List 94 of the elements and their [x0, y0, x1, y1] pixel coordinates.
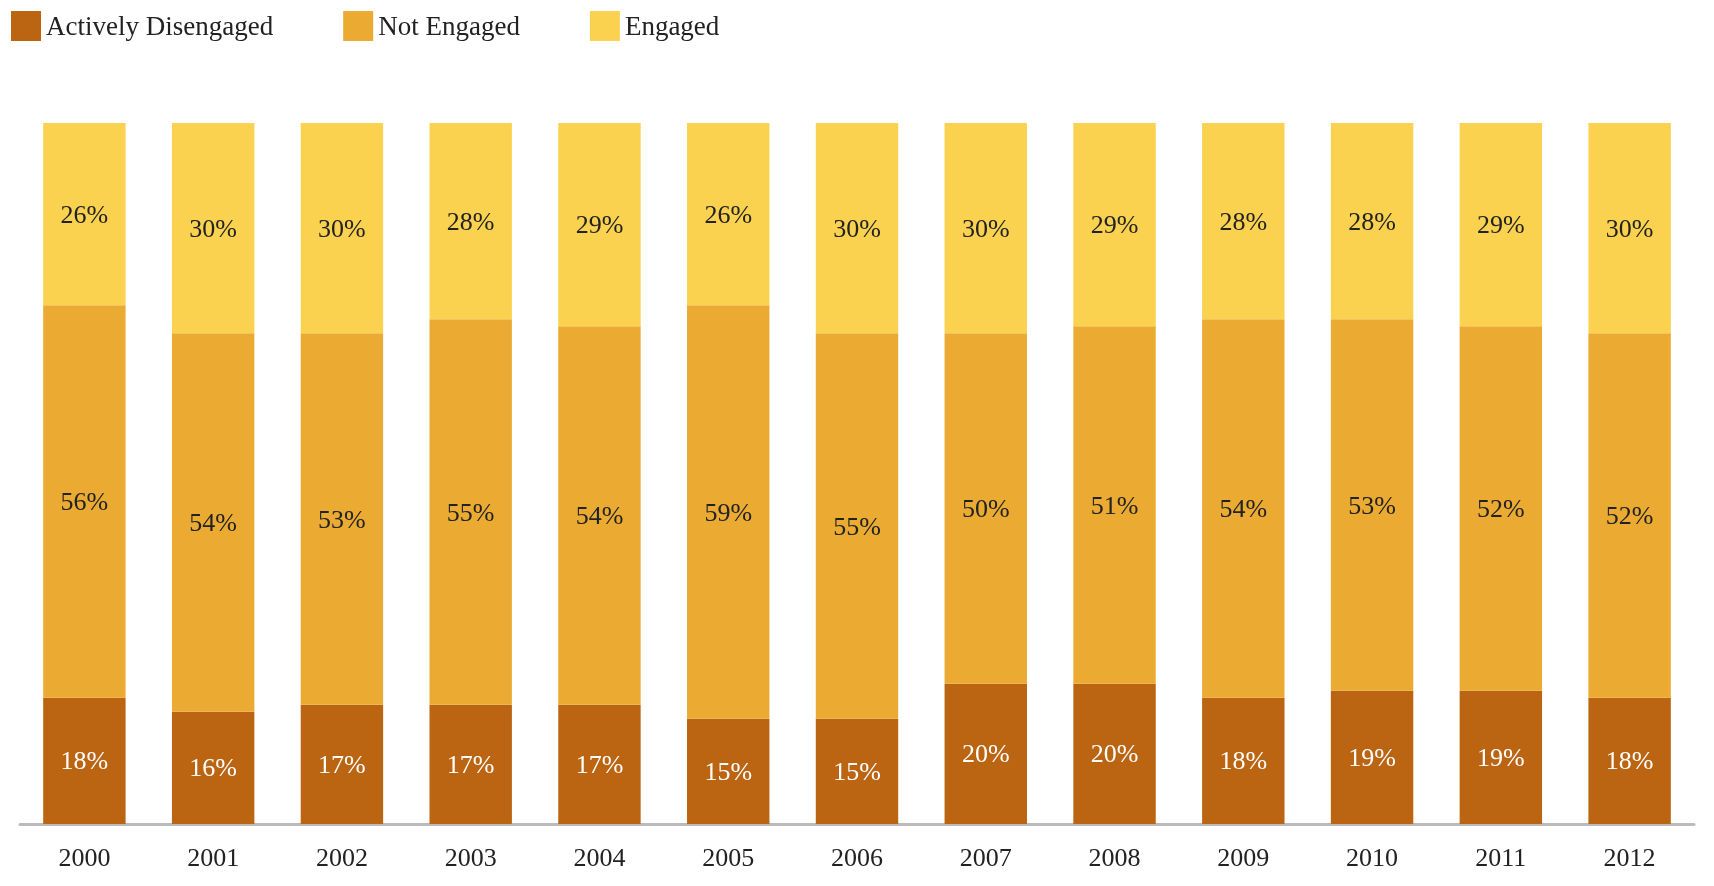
x-tick-label: 2006: [831, 842, 883, 872]
data-label: 29%: [1090, 210, 1139, 240]
data-label: 28%: [1219, 206, 1268, 236]
bar: [171, 123, 255, 334]
bar: [944, 683, 1027, 824]
x-tick-label: 2003: [444, 842, 497, 872]
data-label: 30%: [961, 213, 1010, 243]
data-label: 55%: [833, 511, 881, 541]
x-tick-label: 2009: [1217, 842, 1270, 872]
bar: [1330, 690, 1414, 824]
bar: [1073, 123, 1156, 327]
bar: [300, 704, 384, 824]
x-tick-label: 2007: [959, 842, 1012, 872]
data-label: 19%: [1477, 742, 1525, 772]
bar: [1073, 326, 1156, 684]
bar: [43, 123, 126, 306]
bar: [558, 326, 641, 705]
bar: [1459, 123, 1543, 327]
legend-label: Not Engaged: [378, 11, 521, 41]
data-label: 52%: [1605, 501, 1654, 531]
data-label: 16%: [189, 753, 237, 783]
bar: [1588, 123, 1671, 334]
data-label: 30%: [189, 213, 237, 243]
bar: [815, 718, 899, 824]
data-label: 26%: [60, 199, 109, 229]
data-label: 18%: [60, 746, 109, 776]
bar: [1202, 123, 1285, 320]
bar: [1073, 683, 1156, 824]
data-label: 30%: [833, 213, 881, 243]
bar: [171, 711, 255, 824]
bar: [558, 704, 641, 824]
x-tick-label: 2001: [187, 842, 240, 872]
bar: [1202, 319, 1285, 698]
bar: [1459, 690, 1543, 824]
data-label: 17%: [318, 749, 366, 779]
data-label: 54%: [1219, 494, 1268, 524]
x-tick-label: 2002: [315, 842, 368, 872]
bar: [300, 333, 384, 705]
data-label: 52%: [1477, 494, 1525, 524]
data-label: 54%: [575, 501, 624, 531]
bar: [43, 697, 126, 824]
x-tick-label: 2005: [702, 842, 755, 872]
data-label: 51%: [1090, 490, 1139, 520]
data-label: 30%: [1605, 213, 1654, 243]
data-label: 17%: [575, 749, 624, 779]
legend-label: Actively Disengaged: [46, 11, 274, 41]
data-label: 20%: [1090, 739, 1139, 769]
data-label: 18%: [1219, 746, 1268, 776]
data-label: 28%: [1348, 206, 1396, 236]
bar: [429, 704, 512, 824]
legend-label: Engaged: [624, 11, 720, 41]
x-tick-label: 2012: [1603, 842, 1656, 872]
data-label: 55%: [446, 497, 495, 527]
x-tick-label: 2000: [58, 842, 111, 872]
data-label: 20%: [961, 739, 1010, 769]
bar: [1588, 697, 1671, 824]
data-label: 17%: [446, 749, 495, 779]
data-label: 15%: [704, 756, 753, 786]
bar: [944, 333, 1027, 684]
bar: [815, 333, 899, 719]
bar: [429, 123, 512, 320]
data-label: 53%: [1348, 490, 1396, 520]
bar: [43, 305, 126, 698]
x-tick-label: 2010: [1346, 842, 1399, 872]
data-label: 26%: [704, 199, 753, 229]
x-tick-label: 2011: [1475, 842, 1527, 872]
bar: [1588, 333, 1671, 698]
data-label: 56%: [60, 487, 109, 517]
bar: [944, 123, 1027, 334]
data-label: 54%: [189, 508, 237, 538]
bar: [815, 123, 899, 334]
bar: [171, 333, 255, 712]
data-label: 29%: [1477, 210, 1525, 240]
bar: [1459, 326, 1543, 691]
data-label: 15%: [833, 756, 881, 786]
bar: [687, 305, 770, 719]
data-label: 18%: [1605, 746, 1654, 776]
bar: [1330, 123, 1414, 320]
bar: [687, 718, 770, 824]
x-tick-label: 2004: [573, 842, 626, 872]
bar: [429, 319, 512, 705]
data-label: 30%: [318, 213, 366, 243]
data-label: 50%: [961, 494, 1010, 524]
data-label: 28%: [446, 206, 495, 236]
bar: [300, 123, 384, 334]
data-label: 19%: [1348, 742, 1396, 772]
bar: [687, 123, 770, 306]
data-label: 29%: [575, 210, 624, 240]
x-tick-label: 2008: [1088, 842, 1141, 872]
bar: [558, 123, 641, 327]
data-label: 53%: [318, 504, 366, 534]
bar: [1202, 697, 1285, 824]
data-label: 59%: [704, 497, 753, 527]
bar: [1330, 319, 1414, 691]
